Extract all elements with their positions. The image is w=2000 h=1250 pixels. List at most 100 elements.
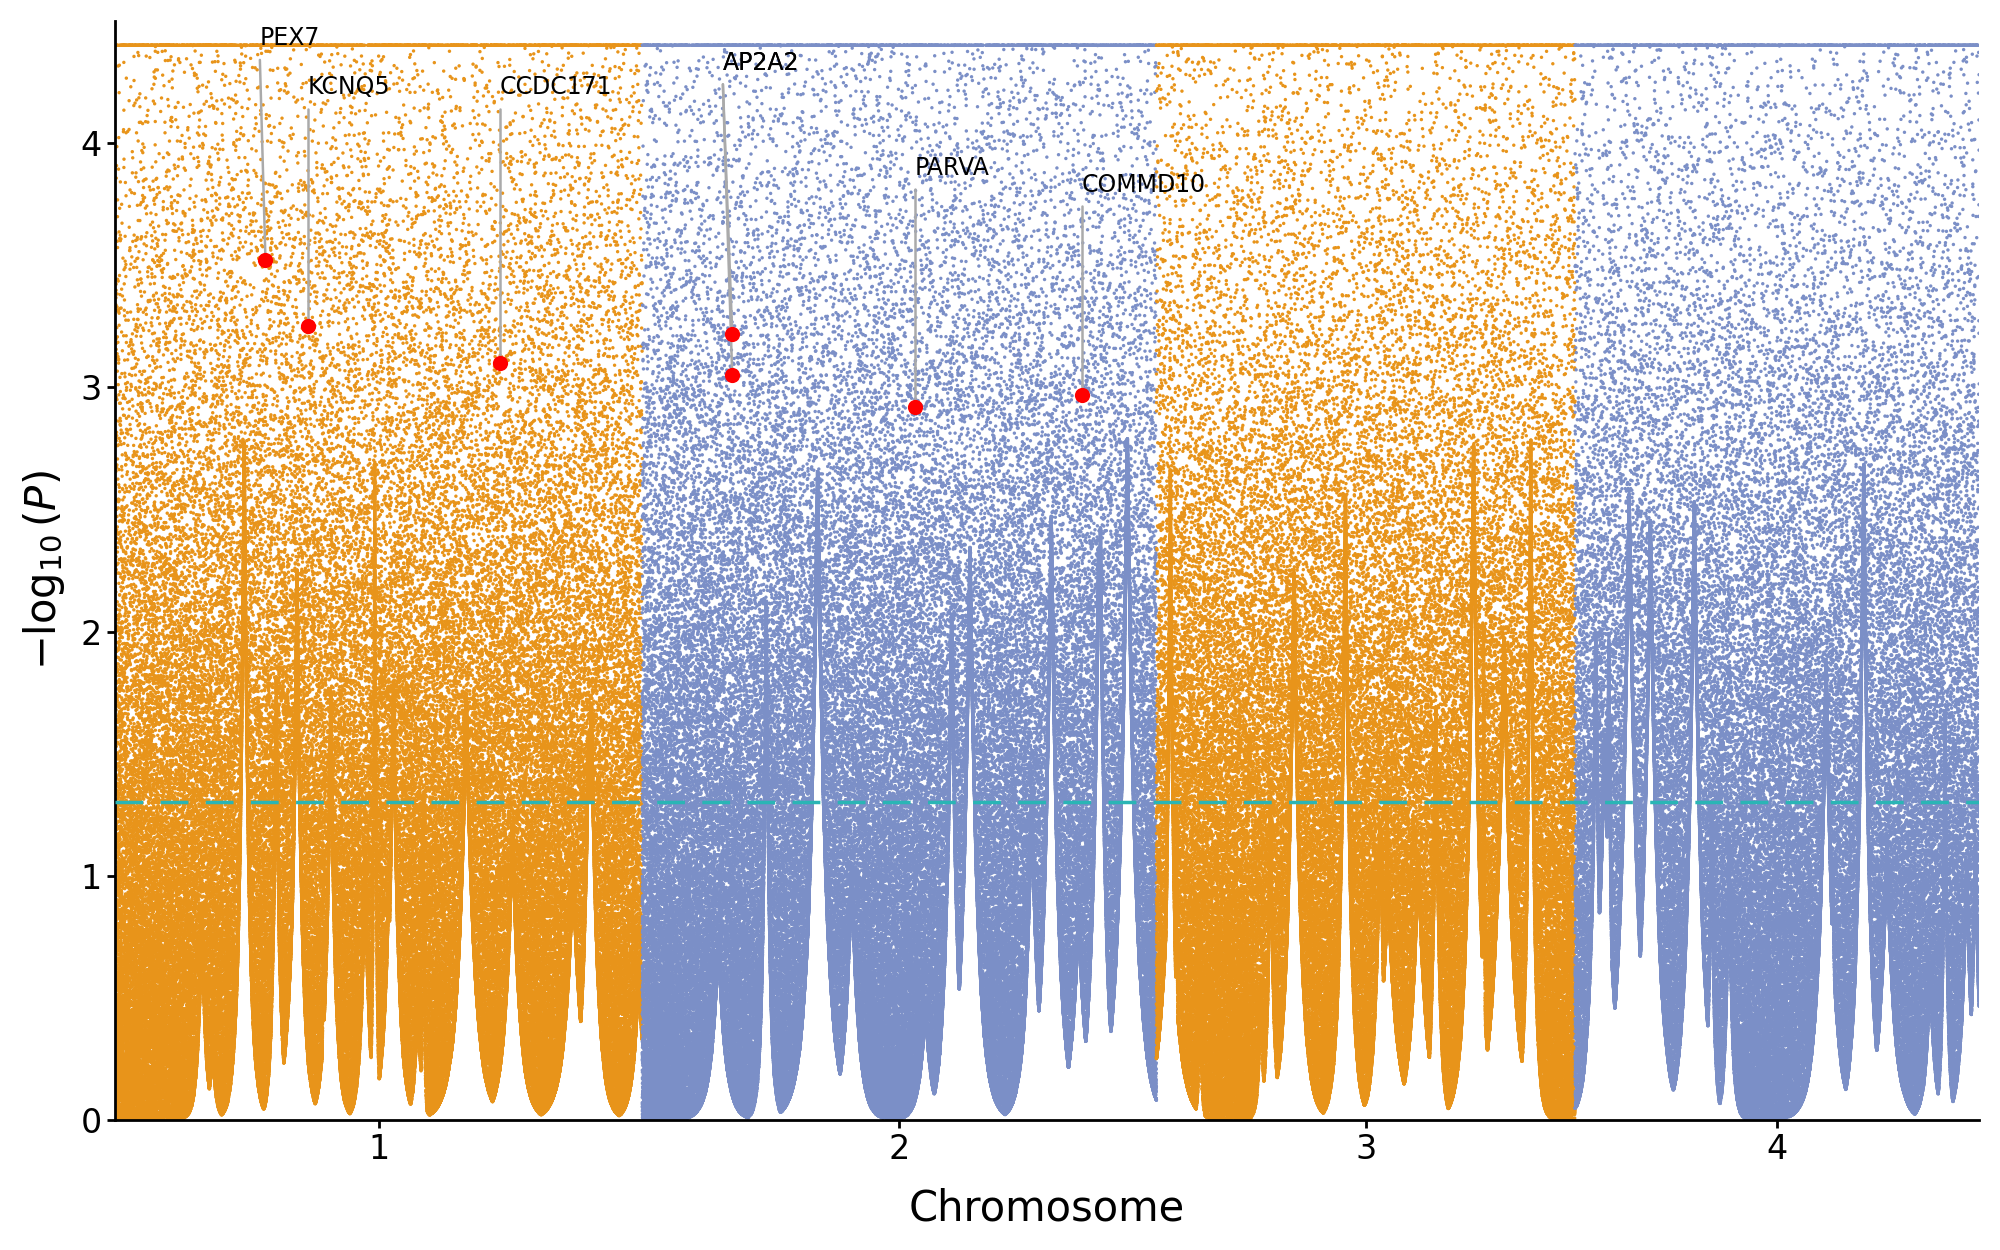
Point [1264,359,1296,379]
Point [1010,836,1042,856]
Point [1554,1100,1586,1120]
Point [954,562,986,582]
Point [1670,646,1702,666]
Point [874,594,906,614]
Point [786,889,818,909]
Point [1254,586,1286,606]
Point [1390,1058,1422,1078]
Point [948,856,980,876]
Point [286,864,318,884]
Point [1130,736,1162,756]
Point [644,1061,676,1081]
Point [1714,946,1746,966]
Point [1406,924,1438,944]
Point [1912,1030,1944,1050]
Point [1338,609,1370,629]
Point [1222,936,1254,956]
Point [708,1029,740,1049]
Point [922,981,954,1001]
Point [1900,989,1932,1009]
Point [1722,914,1754,934]
Point [948,878,980,898]
Point [1250,625,1282,645]
Point [1078,835,1110,855]
Point [1070,498,1102,518]
Point [1588,774,1620,794]
Point [1192,1071,1224,1091]
Point [200,1076,232,1096]
Point [404,968,436,988]
Point [1594,835,1626,855]
Point [1432,969,1464,989]
Point [1518,819,1550,839]
Point [1230,1026,1262,1046]
Point [1088,745,1120,765]
Point [652,1105,684,1125]
Point [230,576,262,596]
Point [378,35,410,55]
Point [1646,948,1678,968]
Point [1368,871,1400,891]
Point [560,919,592,939]
Point [1046,966,1078,986]
Point [626,948,658,968]
Point [1468,841,1500,861]
Point [884,1078,916,1098]
Point [706,979,738,999]
Point [1490,764,1522,784]
Point [1738,732,1770,752]
Point [342,912,374,932]
Point [834,939,866,959]
Point [1586,834,1618,854]
Point [1584,480,1616,500]
Point [592,980,624,1000]
Point [892,602,924,622]
Point [1898,816,1930,836]
Point [144,810,176,830]
Point [1092,481,1124,501]
Point [168,1055,200,1075]
Point [972,929,1004,949]
Point [708,1024,740,1044]
Point [340,970,372,990]
Point [412,1029,444,1049]
Point [602,1054,634,1074]
Point [1008,1011,1040,1031]
Point [1324,889,1356,909]
Point [208,75,240,95]
Point [474,895,506,915]
Point [1544,1013,1576,1032]
Point [1914,974,1946,994]
Point [1558,1084,1590,1104]
Point [1564,524,1596,544]
Point [216,856,248,876]
Point [150,855,182,875]
Point [882,952,914,972]
Point [1418,849,1450,869]
Point [994,1034,1026,1054]
Point [1734,1076,1766,1096]
Point [1884,999,1916,1019]
Point [1960,639,1992,659]
Point [1174,1079,1206,1099]
Point [1304,978,1336,998]
Point [654,802,686,822]
Point [830,794,862,814]
Point [990,1069,1022,1089]
Point [372,905,404,925]
Point [1826,853,1858,872]
Point [1636,584,1668,604]
Point [826,684,858,704]
Point [930,830,962,850]
Point [948,834,980,854]
Point [1558,505,1590,525]
Point [716,439,748,459]
Point [1134,1000,1166,1020]
Point [170,808,202,828]
Point [1442,796,1474,816]
Point [500,589,532,609]
Point [476,1048,508,1068]
Point [210,706,242,726]
Point [120,1006,152,1026]
Point [970,995,1002,1015]
